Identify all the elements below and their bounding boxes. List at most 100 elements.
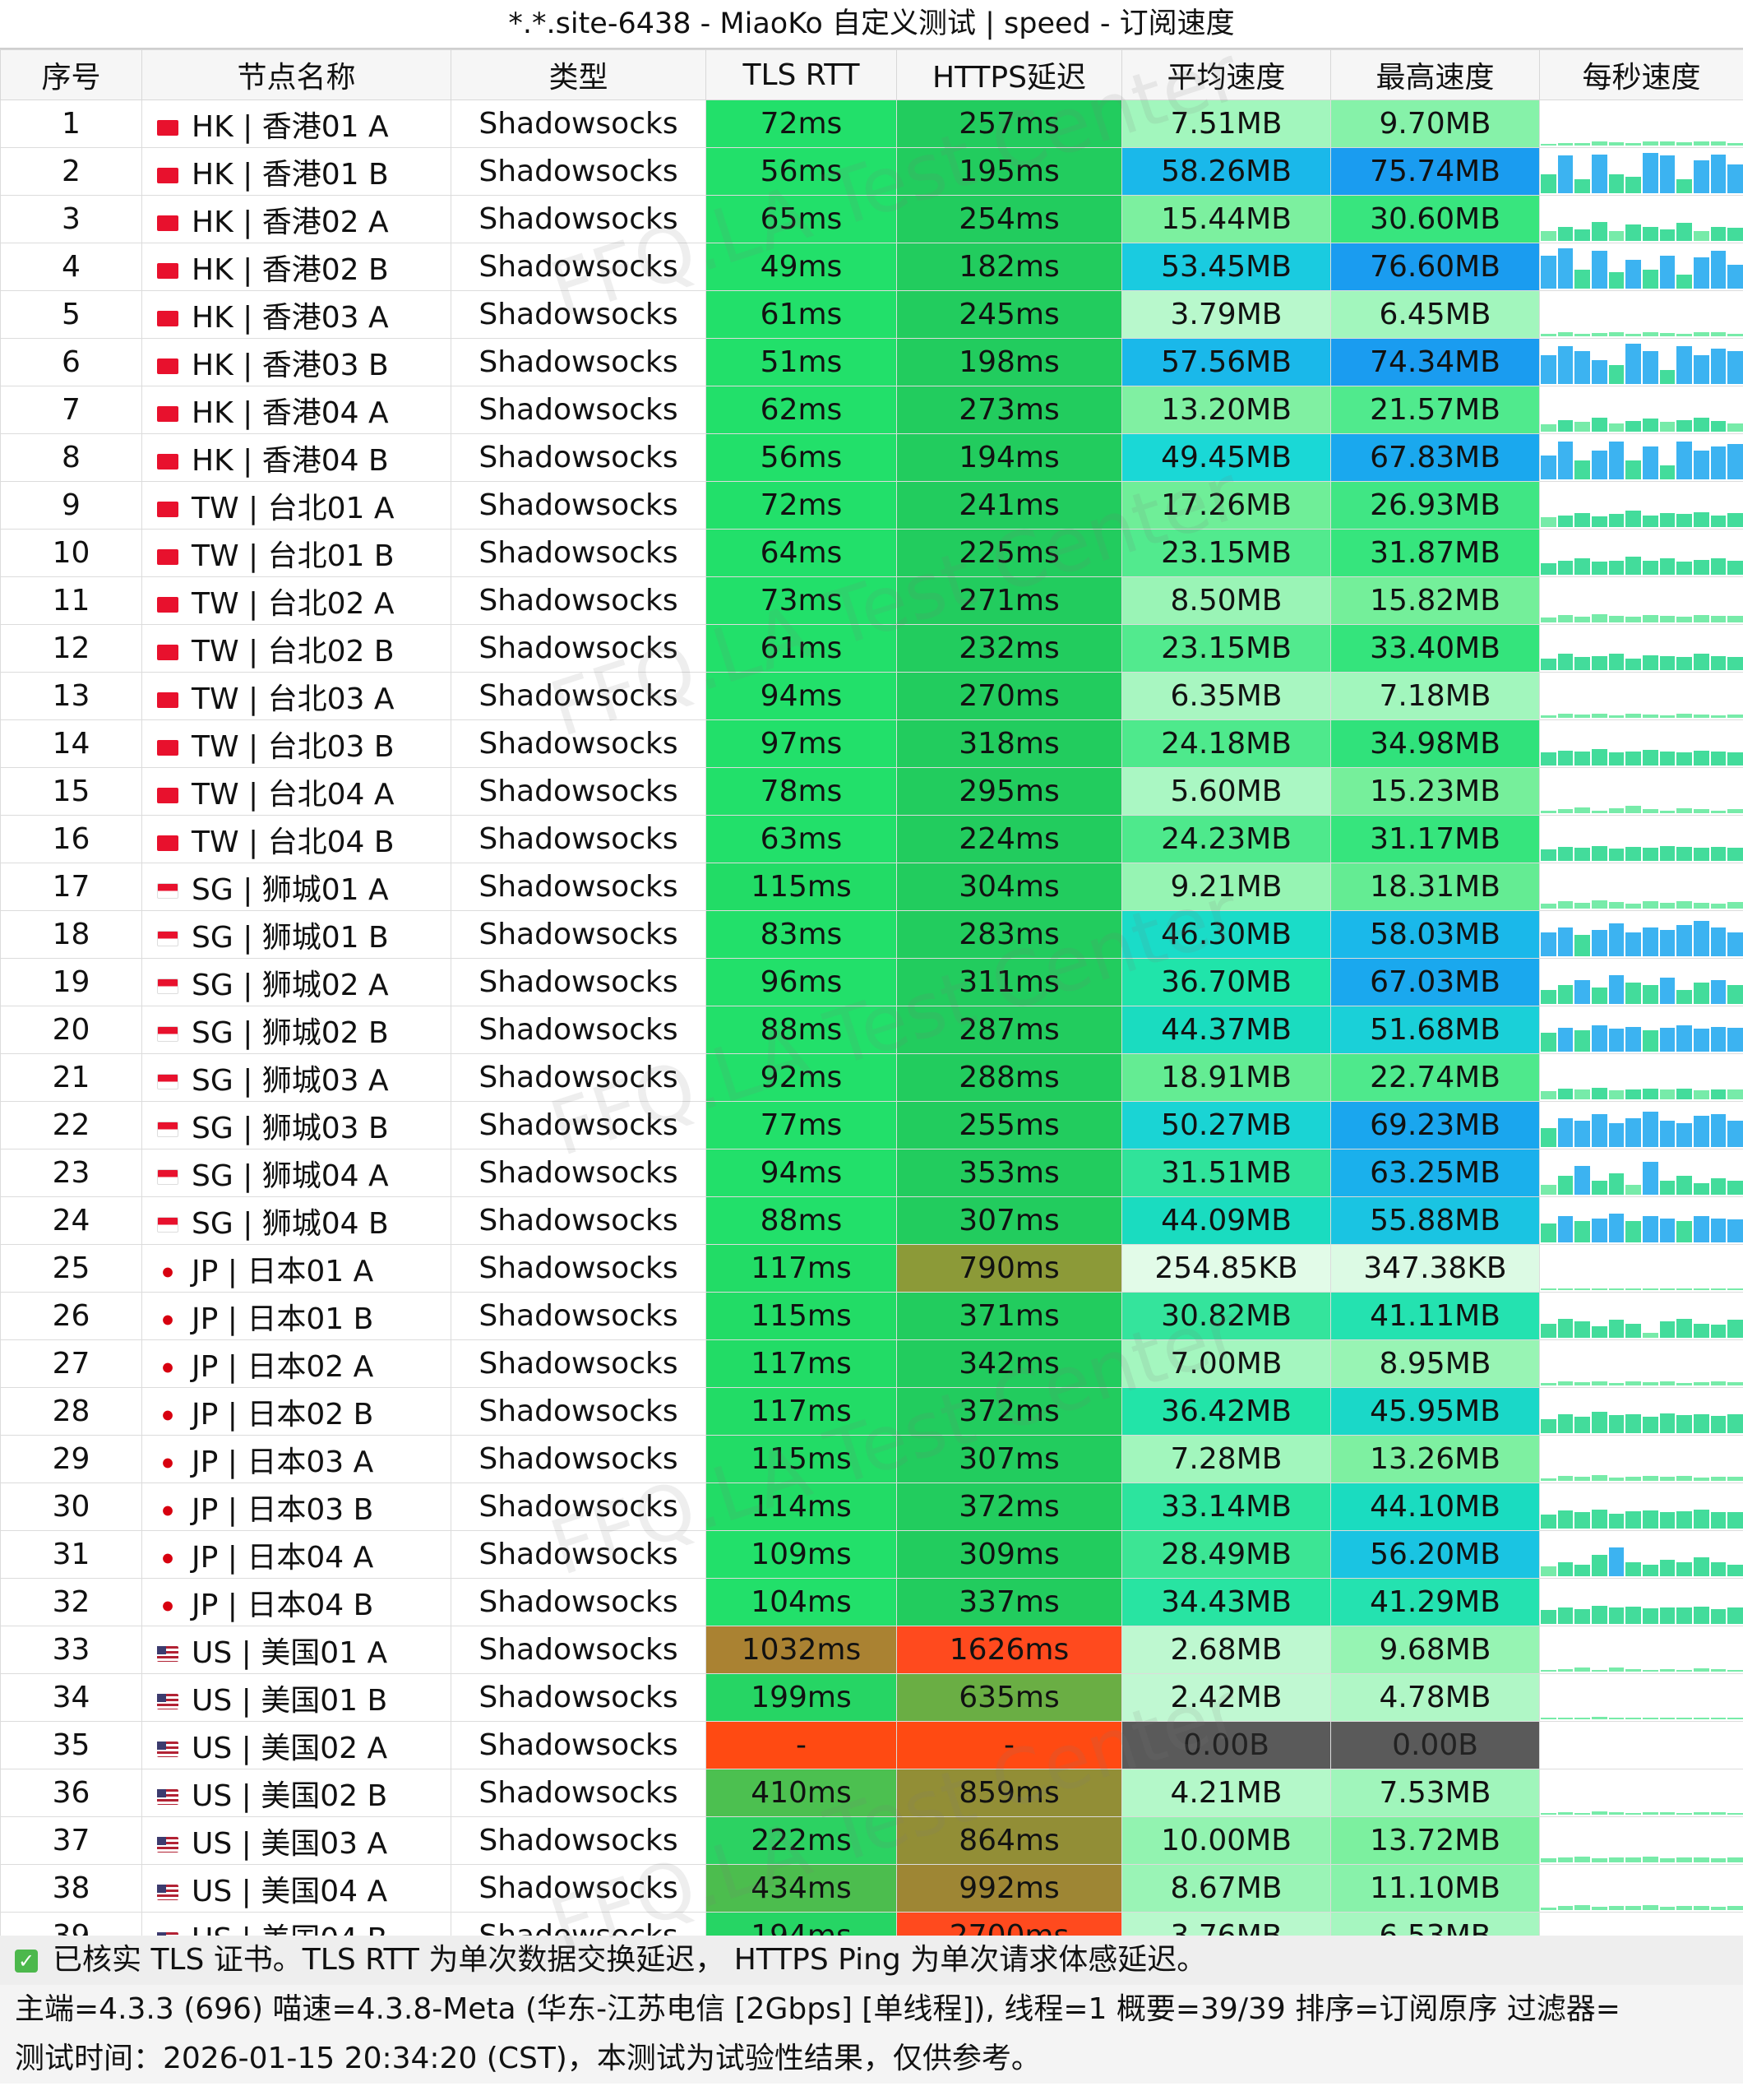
- table-row[interactable]: 38 US | 美国04 A Shadowsocks 434ms 992ms 8.67MB…: [0, 1864, 1743, 1913]
- table-row[interactable]: 31 JP | 日本04 A Shadowsocks 109ms 309ms 28.49M…: [0, 1530, 1743, 1579]
- col-https-delay[interactable]: HTTPS延迟: [896, 49, 1122, 100]
- table-row[interactable]: 36 US | 美国02 B Shadowsocks 410ms 859ms 4.21MB…: [0, 1769, 1743, 1817]
- table-row[interactable]: 33 US | 美国01 A Shadowsocks 1032ms 1626ms 2.68…: [0, 1626, 1743, 1674]
- us-flag-icon: [157, 1742, 178, 1757]
- sparkline-bar: [1592, 1606, 1607, 1624]
- sparkline-bar: [1727, 902, 1743, 909]
- col-avg-speed[interactable]: 平均速度: [1121, 49, 1331, 100]
- table-row[interactable]: 26 JP | 日本01 B Shadowsocks 115ms 371ms 30.82M…: [0, 1292, 1743, 1340]
- sparkline-bar: [1541, 811, 1556, 813]
- row-index: 29: [0, 1435, 142, 1483]
- avg-speed-cell: 36.42MB: [1121, 1387, 1331, 1436]
- sparkline-bar: [1625, 1669, 1641, 1672]
- sparkline-bar: [1676, 1089, 1692, 1099]
- sparkline-bar: [1659, 1512, 1676, 1529]
- table-row[interactable]: 18 SG | 狮城01 B Shadowsocks 83ms 283ms 46.30MB…: [0, 910, 1743, 959]
- sparkline-bar: [1557, 615, 1574, 622]
- sparkline-bar: [1727, 985, 1743, 1004]
- table-row[interactable]: 11 TW | 台北02 A Shadowsocks 73ms 271ms 8.50MB 1…: [0, 576, 1743, 625]
- table-row[interactable]: 30 JP | 日本03 B Shadowsocks 114ms 372ms 33.14M…: [0, 1482, 1743, 1531]
- sparkline-bar: [1557, 1216, 1574, 1242]
- us-flag-icon: [157, 1789, 178, 1805]
- col-type[interactable]: 类型: [451, 49, 706, 100]
- table-row[interactable]: 5 HK | 香港03 A Shadowsocks 61ms 245ms 3.79MB 6.…: [0, 290, 1743, 339]
- sparkline-bar: [1574, 334, 1590, 336]
- row-index: 24: [0, 1196, 142, 1245]
- max-speed-cell: 67.83MB: [1330, 433, 1540, 482]
- table-row[interactable]: 25 JP | 日本01 A Shadowsocks 117ms 790ms 254.85…: [0, 1244, 1743, 1293]
- row-index: 8: [0, 433, 142, 482]
- max-speed-cell: 9.68MB: [1330, 1626, 1540, 1674]
- sparkline-bar: [1541, 932, 1556, 956]
- table-row[interactable]: 37 US | 美国03 A Shadowsocks 222ms 864ms 10.00M…: [0, 1816, 1743, 1865]
- table-row[interactable]: 17 SG | 狮城01 A Shadowsocks 115ms 304ms 9.21MB…: [0, 863, 1743, 911]
- table-row[interactable]: 32 JP | 日本04 B Shadowsocks 104ms 337ms 34.43M…: [0, 1578, 1743, 1626]
- sparkline-bar: [1727, 423, 1743, 432]
- sparkline-bar: [1694, 418, 1709, 432]
- sparkline-bar: [1592, 1858, 1607, 1862]
- table-row[interactable]: 15 TW | 台北04 A Shadowsocks 78ms 295ms 5.60MB 1…: [0, 767, 1743, 816]
- max-speed-cell: 0.00B: [1330, 1721, 1540, 1769]
- table-row[interactable]: 27 JP | 日本02 A Shadowsocks 117ms 342ms 7.00MB…: [0, 1339, 1743, 1388]
- table-row[interactable]: 7 HK | 香港04 A Shadowsocks 62ms 273ms 13.20MB 2…: [0, 386, 1743, 434]
- col-per-second[interactable]: 每秒速度: [1539, 49, 1743, 100]
- tls-rtt-cell: 434ms: [705, 1864, 897, 1913]
- sparkline-bar: [1557, 847, 1574, 861]
- max-speed-cell: 41.11MB: [1330, 1292, 1540, 1340]
- sparkline-bar: [1625, 421, 1641, 432]
- node-name: US | 美国01 B: [192, 1683, 388, 1718]
- row-index: 16: [0, 815, 142, 863]
- table-row[interactable]: 10 TW | 台北01 B Shadowsocks 64ms 225ms 23.15MB…: [0, 529, 1743, 577]
- col-max-speed[interactable]: 最高速度: [1330, 49, 1540, 100]
- table-row[interactable]: 13 TW | 台北03 A Shadowsocks 94ms 270ms 6.35MB 7…: [0, 672, 1743, 720]
- row-index: 14: [0, 719, 142, 768]
- sparkline-bar: [1727, 351, 1743, 384]
- sparkline-bar: [1608, 975, 1625, 1004]
- sparkline-bar: [1592, 749, 1607, 766]
- table-row[interactable]: 29 JP | 日本03 A Shadowsocks 115ms 307ms 7.28MB…: [0, 1435, 1743, 1483]
- tls-rtt-cell: 49ms: [705, 243, 897, 291]
- table-row[interactable]: 4 HK | 香港02 B Shadowsocks 49ms 182ms 53.45MB 7…: [0, 243, 1743, 291]
- jp-flag-icon: [157, 1265, 178, 1280]
- col-tls-rtt[interactable]: TLS RTT: [705, 49, 897, 100]
- table-row[interactable]: 34 US | 美国01 B Shadowsocks 199ms 635ms 2.42MB…: [0, 1673, 1743, 1722]
- table-row[interactable]: 35 US | 美国02 A Shadowsocks - -0.00B 0.00B: [0, 1721, 1743, 1769]
- table-row[interactable]: 2 HK | 香港01 B Shadowsocks 56ms 195ms 58.26MB 7…: [0, 147, 1743, 196]
- table-row[interactable]: 9 TW | 台北01 A Shadowsocks 72ms 241ms 17.26MB 2…: [0, 481, 1743, 530]
- sparkline-bar: [1625, 1324, 1641, 1338]
- table-row[interactable]: 14 TW | 台北03 B Shadowsocks 97ms 318ms 24.18MB…: [0, 719, 1743, 768]
- row-index: 23: [0, 1149, 142, 1197]
- max-speed-cell: 9.70MB: [1330, 99, 1540, 148]
- sparkline-bar: [1676, 1857, 1692, 1862]
- sparkline-bar: [1710, 980, 1727, 1004]
- table-row[interactable]: 23 SG | 狮城04 A Shadowsocks 94ms 353ms 31.51MB…: [0, 1149, 1743, 1197]
- sparkline-bar: [1727, 1219, 1743, 1242]
- table-row[interactable]: 22 SG | 狮城03 B Shadowsocks 77ms 255ms 50.27MB…: [0, 1101, 1743, 1149]
- sparkline-bar: [1676, 752, 1692, 766]
- table-row[interactable]: 12 TW | 台北02 B Shadowsocks 61ms 232ms 23.15MB…: [0, 624, 1743, 673]
- table-row[interactable]: 16 TW | 台北04 B Shadowsocks 63ms 224ms 24.23MB…: [0, 815, 1743, 863]
- us-flag-icon: [157, 1885, 178, 1900]
- col-index[interactable]: 序号: [0, 49, 142, 100]
- sparkline-bar: [1541, 256, 1556, 289]
- sparkline-bar: [1710, 446, 1727, 479]
- sparkline-bar: [1710, 904, 1727, 909]
- table-row[interactable]: 6 HK | 香港03 B Shadowsocks 51ms 198ms 57.56MB 7…: [0, 338, 1743, 386]
- sparkline-bar: [1608, 332, 1625, 336]
- node-type: Shadowsocks: [451, 1387, 706, 1436]
- table-row[interactable]: 20 SG | 狮城02 B Shadowsocks 88ms 287ms 44.37MB…: [0, 1006, 1743, 1054]
- node-name-cell: JP | 日本01 A: [141, 1244, 451, 1293]
- col-node-name[interactable]: 节点名称: [141, 49, 451, 100]
- table-row[interactable]: 21 SG | 狮城03 A Shadowsocks 92ms 288ms 18.91MB…: [0, 1053, 1743, 1102]
- table-row[interactable]: 28 JP | 日本02 B Shadowsocks 117ms 372ms 36.42M…: [0, 1387, 1743, 1436]
- sparkline-bar: [1694, 1857, 1709, 1862]
- node-name-cell: TW | 台北04 A: [141, 767, 451, 816]
- table-row[interactable]: 24 SG | 狮城04 B Shadowsocks 88ms 307ms 44.09MB…: [0, 1196, 1743, 1245]
- table-row[interactable]: 1 HK | 香港01 A Shadowsocks 72ms 257ms 7.51MB 9.…: [0, 99, 1743, 148]
- table-row[interactable]: 19 SG | 狮城02 A Shadowsocks 96ms 311ms 36.70MB…: [0, 958, 1743, 1006]
- table-row[interactable]: 8 HK | 香港04 B Shadowsocks 56ms 194ms 49.45MB 6…: [0, 433, 1743, 482]
- table-row[interactable]: 3 HK | 香港02 A Shadowsocks 65ms 254ms 15.44MB 3…: [0, 195, 1743, 243]
- node-name: US | 美国04 A: [192, 1874, 388, 1908]
- sparkline-bar: [1694, 1510, 1709, 1529]
- sparkline-bar: [1643, 901, 1658, 909]
